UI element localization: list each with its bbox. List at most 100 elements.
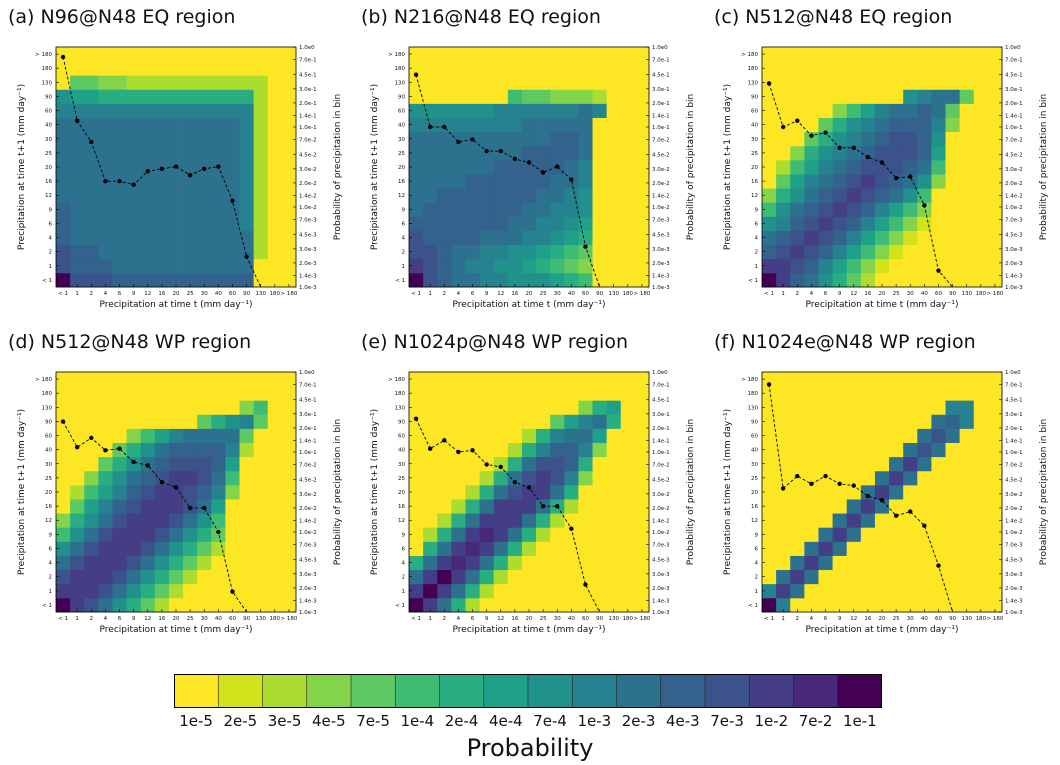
heatmap-cell bbox=[507, 414, 523, 429]
heatmap-cell bbox=[917, 230, 932, 246]
heatmap-cell bbox=[126, 75, 142, 90]
heatmap-cell bbox=[98, 513, 113, 528]
probability-point bbox=[851, 145, 856, 150]
heatmap-cell bbox=[253, 442, 269, 458]
heatmap-cell bbox=[874, 117, 890, 133]
heatmap-cell bbox=[987, 513, 1003, 528]
heatmap-cell bbox=[493, 442, 509, 458]
heatmap-cell bbox=[451, 117, 466, 133]
probability-point bbox=[555, 504, 560, 509]
right-tick-label: 2.0e-3 bbox=[1005, 261, 1023, 267]
heatmap-cell bbox=[197, 386, 212, 401]
heatmap-cell bbox=[959, 400, 975, 415]
heatmap-cell bbox=[437, 583, 452, 599]
heatmap-cell bbox=[776, 244, 791, 260]
heatmap-cell bbox=[225, 117, 240, 133]
heatmap-cell bbox=[197, 400, 212, 415]
heatmap-cell bbox=[931, 216, 946, 231]
heatmap-cell bbox=[903, 131, 918, 147]
colorbar-label: 7e-5 bbox=[356, 712, 390, 730]
heatmap-cell bbox=[536, 541, 551, 556]
probability-point bbox=[202, 166, 207, 172]
heatmap-cell bbox=[281, 47, 297, 62]
right-tick-label: 3.0e-1 bbox=[1005, 87, 1023, 93]
heatmap-cell bbox=[860, 456, 876, 472]
heatmap-cell bbox=[211, 216, 226, 231]
heatmap-cell bbox=[592, 216, 608, 231]
heatmap-cell bbox=[140, 527, 156, 542]
heatmap-cell bbox=[832, 159, 848, 175]
heatmap-cell bbox=[917, 258, 932, 274]
heatmap-cell bbox=[253, 159, 269, 175]
heatmap-cell bbox=[945, 131, 961, 147]
heatmap-cell bbox=[281, 400, 297, 415]
heatmap-cell bbox=[197, 188, 212, 203]
heatmap-cell bbox=[592, 61, 608, 76]
heatmap-cell bbox=[818, 75, 833, 90]
probability-point bbox=[583, 244, 588, 249]
x-tick-label: > 180 bbox=[634, 616, 651, 622]
x-tick-label: < 1 bbox=[411, 291, 421, 297]
heatmap-cell bbox=[409, 527, 424, 542]
heatmap-cell bbox=[197, 103, 212, 118]
y-axis-label: Precipitation at time t+1 (mm day⁻¹) bbox=[723, 409, 733, 575]
heatmap-cell bbox=[70, 499, 85, 514]
heatmap-cell bbox=[140, 442, 156, 458]
heatmap-cell bbox=[112, 583, 127, 599]
heatmap-cell bbox=[860, 414, 876, 429]
heatmap-cell bbox=[818, 442, 833, 458]
heatmap-cell bbox=[776, 216, 791, 231]
heatmap-cell bbox=[846, 386, 862, 401]
right-tick-label: 1.4e-3 bbox=[652, 598, 670, 604]
x-tick-label: 90 bbox=[596, 291, 603, 297]
heatmap-cell bbox=[437, 555, 452, 571]
heatmap-cell bbox=[267, 569, 283, 585]
probability-point bbox=[216, 164, 221, 169]
probability-point bbox=[60, 419, 66, 424]
right-tick-label: 2.0e-1 bbox=[652, 426, 670, 432]
heatmap-cell bbox=[154, 75, 170, 90]
heatmap-cell bbox=[987, 484, 1003, 500]
heatmap-cell bbox=[70, 103, 85, 118]
heatmap-cell bbox=[889, 386, 904, 401]
heatmap-cell bbox=[183, 61, 198, 76]
right-tick-label: 7.0e-2 bbox=[1005, 137, 1023, 143]
heatmap-cell bbox=[267, 117, 283, 133]
heatmap-cell bbox=[507, 159, 523, 175]
right-tick-label: 2.0e-2 bbox=[1005, 506, 1023, 512]
heatmap-cell bbox=[281, 597, 297, 613]
heatmap-cell bbox=[465, 484, 480, 500]
heatmap-cell bbox=[154, 428, 170, 443]
y-tick-label: 2 bbox=[755, 250, 759, 256]
heatmap-cell bbox=[550, 188, 565, 203]
probability-point bbox=[865, 154, 871, 160]
x-tick-label: 9 bbox=[838, 291, 842, 297]
heatmap-cell bbox=[183, 272, 198, 288]
heatmap-cell bbox=[239, 484, 255, 500]
heatmap-svg: < 1 1 2 4 6 9 12 16 20 25 30 40 60 90 130 180 > 180< 112… bbox=[723, 45, 1049, 310]
right-tick-label: 1.4e-2 bbox=[652, 518, 670, 524]
y-tick-label: 20 bbox=[398, 165, 405, 171]
heatmap-cell bbox=[959, 47, 975, 62]
right-tick-label: 4.5e-2 bbox=[1005, 478, 1023, 484]
heatmap-cell bbox=[634, 145, 650, 161]
heatmap-cell bbox=[917, 541, 932, 556]
heatmap-cell bbox=[620, 159, 636, 175]
heatmap-cell bbox=[56, 258, 71, 274]
heatmap-cell bbox=[225, 202, 240, 217]
colorbar-label: 4e-3 bbox=[666, 712, 700, 730]
right-tick-label: 4.5e-1 bbox=[1005, 398, 1023, 404]
heatmap-cell bbox=[225, 414, 240, 429]
heatmap-cell bbox=[762, 272, 777, 288]
probability-point bbox=[456, 449, 461, 455]
heatmap-cell bbox=[493, 159, 509, 175]
heatmap-cell bbox=[281, 103, 297, 118]
heatmap-cell bbox=[465, 174, 480, 189]
heatmap-cell bbox=[154, 202, 170, 217]
heatmap-cell bbox=[846, 414, 862, 429]
heatmap-cell bbox=[84, 75, 99, 90]
heatmap-cell bbox=[84, 513, 99, 528]
y-tick-label: 30 bbox=[45, 137, 52, 143]
heatmap-cell bbox=[606, 541, 622, 556]
heatmap-cell bbox=[70, 230, 85, 246]
